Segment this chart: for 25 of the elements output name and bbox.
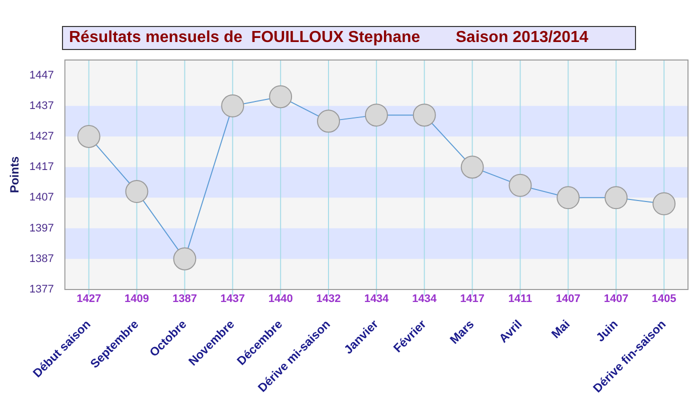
data-label: 1411 (508, 292, 532, 305)
y-tick-label: 1387 (29, 252, 54, 265)
data-label: 1437 (220, 292, 245, 305)
y-tick-label: 1437 (29, 100, 54, 112)
data-label: 1427 (76, 292, 102, 305)
data-label: 1434 (364, 292, 390, 305)
x-tick-label: Mai (548, 317, 573, 342)
data-label: 1417 (460, 292, 485, 305)
data-label: 1432 (316, 292, 341, 305)
y-tick-label: 1417 (29, 161, 54, 174)
y-tick-label: 1407 (29, 192, 54, 204)
data-label: 1440 (268, 292, 293, 305)
data-label: 1407 (604, 292, 628, 305)
x-tick-label: Juin (593, 317, 621, 344)
data-label: 1409 (124, 292, 150, 305)
y-tick-label: 1427 (29, 130, 54, 143)
data-label: 1407 (556, 292, 580, 305)
chart-title: Résultats mensuels de FOUILLOUX Stephane Saison 2013/2014 (62, 26, 636, 50)
y-tick-label: 1397 (29, 222, 54, 234)
data-label: 1434 (412, 292, 438, 305)
data-label: 1387 (172, 292, 197, 305)
data-label: 1405 (652, 292, 676, 305)
y-tick-label: 1377 (29, 283, 54, 296)
y-tick-label: 1447 (29, 69, 54, 82)
y-axis-title: Points (8, 156, 22, 194)
